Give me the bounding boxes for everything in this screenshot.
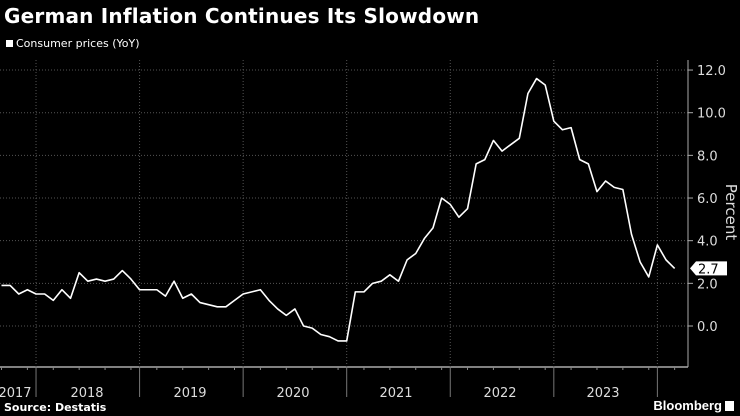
y-tick-label: 10.0 (697, 107, 726, 122)
bloomberg-logo: Bloomberg (653, 398, 722, 413)
y-tick-label: 0.0 (697, 320, 718, 335)
series-line-consumer-prices (1, 77, 676, 342)
x-tick-label: 2017 (0, 386, 32, 401)
x-tick-label: 2019 (173, 386, 206, 401)
last-value-box (690, 261, 727, 276)
y-tick-label: 6.0 (697, 192, 718, 207)
y-tick-label: 8.0 (697, 149, 718, 164)
x-tick-label: 2022 (483, 386, 516, 401)
chart-title: German Inflation Continues Its Slowdown (4, 4, 480, 28)
y-axis-label: Percent (722, 184, 740, 241)
x-tick-label: 2021 (379, 386, 412, 401)
last-value-label: 2.7 (698, 262, 719, 277)
y-tick-label: 2.0 (697, 277, 718, 292)
legend-swatch (6, 40, 13, 47)
legend-label: Consumer prices (YoY) (16, 37, 140, 50)
legend: Consumer prices (YoY) (6, 37, 139, 50)
y-tick-label: 12.0 (697, 64, 726, 79)
bloomberg-badge-icon (725, 401, 734, 411)
x-tick-label: 2020 (276, 386, 309, 401)
x-tick-label: 2018 (70, 386, 103, 401)
y-tick-label: 4.0 (697, 235, 718, 250)
source-note: Source: Destatis (4, 401, 107, 414)
x-tick-label: 2023 (586, 386, 619, 401)
